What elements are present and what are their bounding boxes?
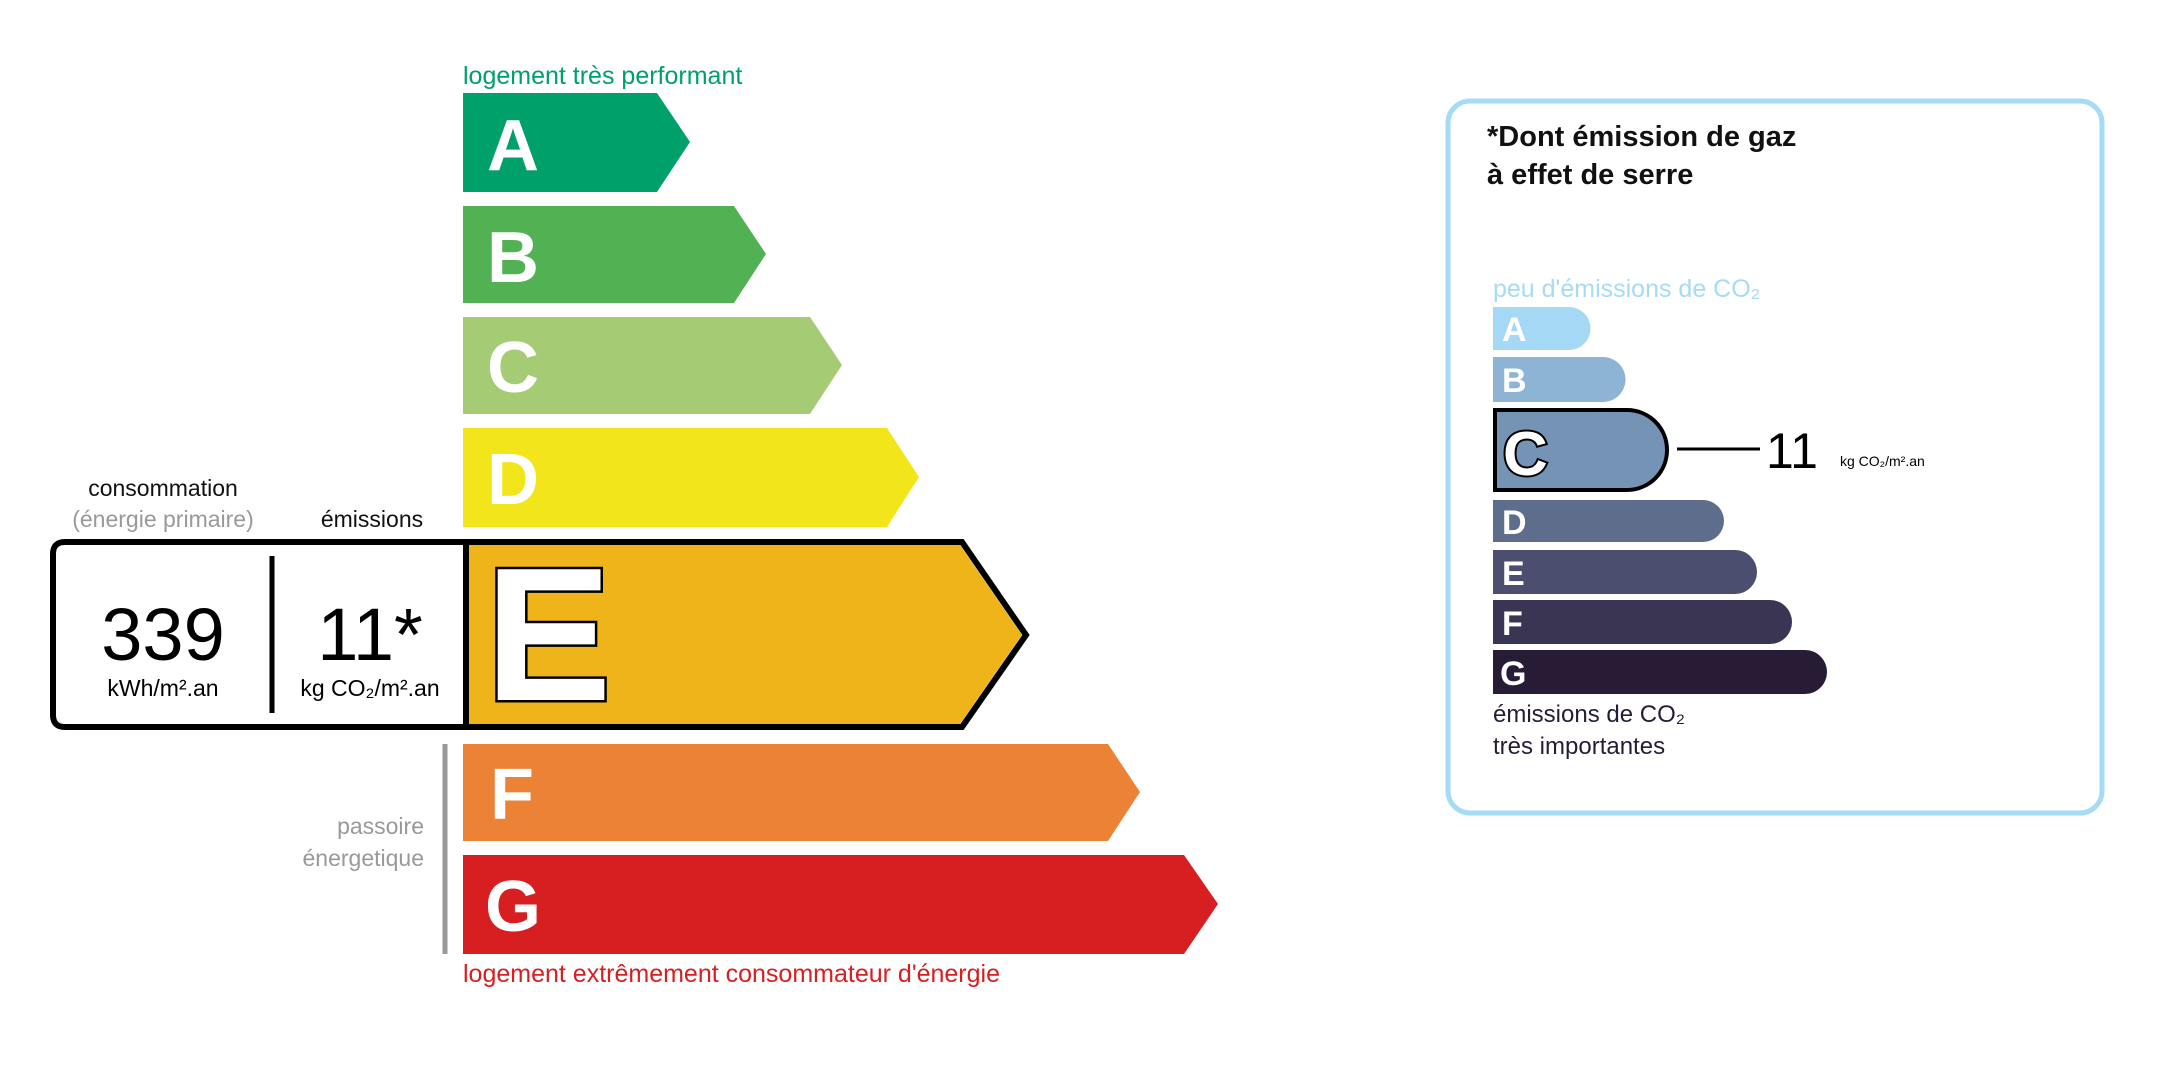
class-bar-a [463,93,690,192]
ghg-letter-f: F [1502,605,1523,643]
ghg-bar-e [1493,550,1757,594]
class-bar-c [463,317,842,414]
ghg-bar-g [1493,650,1827,694]
ghg-letter-e: E [1502,555,1525,593]
class-letter-a: A [487,106,539,186]
ghg-letter-g: G [1500,655,1526,693]
ghg-letter-a: A [1502,311,1527,349]
class-letter-b: B [487,218,539,298]
class-letter-c: C [487,328,539,408]
consumption-value: 339 [101,593,224,676]
class-letter-d: D [487,440,539,520]
ghg-bar-a [1493,307,1591,350]
class-letter-g: G [485,867,541,947]
class-bar-b [463,206,766,303]
consumption-subheader: (énergie primaire) [72,506,254,532]
emissions-value: 11* [317,593,423,676]
top-caption: logement très performant [463,62,742,90]
consumption-unit: kWh/m².an [107,675,218,701]
class-letter-f: F [490,755,534,835]
ghg-bar-d [1493,500,1724,542]
ghg-top-caption: peu d'émissions de CO₂ [1493,275,1760,303]
passoire-label-line2: énergetique [303,845,425,871]
consumption-header: consommation [88,475,238,501]
ghg-bottom-caption-line2: très importantes [1493,733,1665,760]
class-bar-e [466,545,1022,724]
class-bar-f [463,744,1140,841]
ghg-unit: kg CO₂/m².an [1840,453,1925,469]
current-class-letter: E [485,529,612,741]
ghg-letter-b: B [1502,362,1527,400]
ghg-value: 11 [1766,423,1818,479]
ghg-letter-d: D [1502,504,1527,542]
ghg-bar-f [1493,600,1792,644]
ghg-bar-b [1493,357,1626,402]
class-bar-g [463,855,1218,954]
emissions-header: émissions [321,506,423,532]
ghg-current-letter: C [1503,420,1548,489]
ghg-title-line2: à effet de serre [1487,159,1693,191]
ghg-title-line1: *Dont émission de gaz [1487,121,1796,153]
emissions-unit: kg CO₂/m².an [300,675,439,701]
bottom-caption: logement extrêmement consommateur d'éner… [463,960,1000,988]
class-bar-d [463,428,919,527]
passoire-label-line1: passoire [337,813,424,839]
ghg-bar-c [1493,408,1669,492]
ghg-bottom-caption-line1: émissions de CO₂ [1493,701,1685,728]
